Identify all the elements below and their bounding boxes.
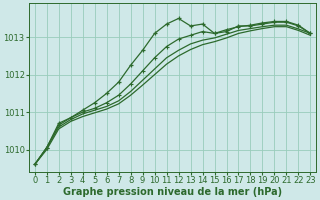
X-axis label: Graphe pression niveau de la mer (hPa): Graphe pression niveau de la mer (hPa) — [63, 187, 282, 197]
